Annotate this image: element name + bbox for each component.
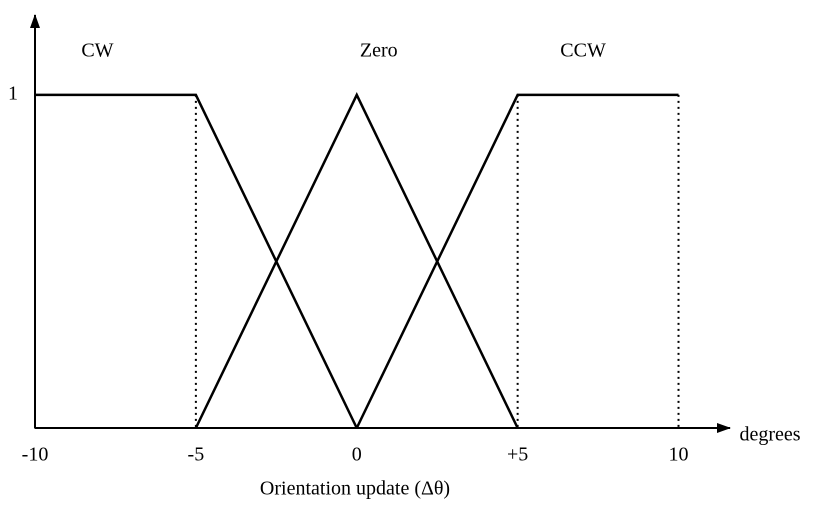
x-unit-label: degrees bbox=[739, 424, 800, 446]
y-tick-label: 1 bbox=[8, 83, 18, 105]
x-tick-label: -5 bbox=[188, 444, 205, 466]
membership-line bbox=[355, 93, 679, 429]
x-tick-label: 0 bbox=[352, 444, 362, 466]
membership-line bbox=[194, 92, 519, 429]
x-tick-label: 10 bbox=[669, 444, 689, 466]
x-tick-label: -10 bbox=[22, 444, 49, 466]
series-label: Zero bbox=[360, 40, 398, 62]
membership-line bbox=[35, 93, 358, 429]
series-label: CCW bbox=[560, 40, 606, 62]
x-axis-label: Orientation update (Δθ) bbox=[260, 478, 450, 500]
series-label: CW bbox=[81, 40, 113, 62]
x-tick-label: +5 bbox=[507, 444, 528, 466]
